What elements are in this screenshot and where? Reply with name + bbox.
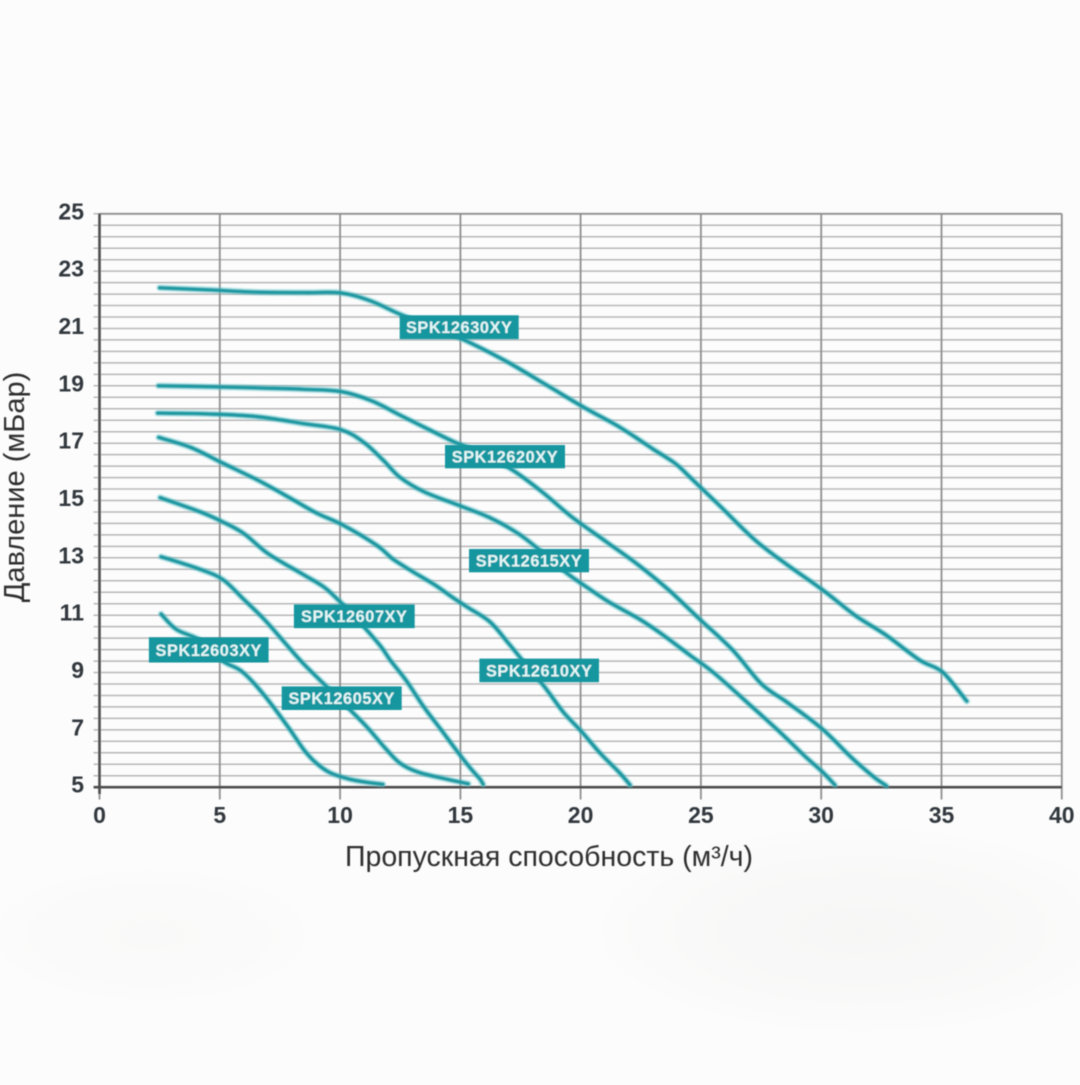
svg-text:SPK12610XY: SPK12610XY (486, 662, 592, 680)
svg-text:9: 9 (71, 657, 84, 683)
svg-text:SPK12620XY: SPK12620XY (452, 449, 558, 467)
svg-text:SPK12615XY: SPK12615XY (476, 553, 582, 571)
svg-text:19: 19 (58, 370, 84, 396)
svg-text:11: 11 (60, 600, 85, 626)
svg-text:10: 10 (327, 802, 353, 828)
svg-text:0: 0 (93, 802, 106, 828)
svg-text:SPK12605XY: SPK12605XY (288, 690, 394, 708)
svg-text:5: 5 (71, 772, 84, 798)
svg-text:30: 30 (808, 802, 834, 828)
svg-text:15: 15 (58, 485, 84, 511)
svg-text:21: 21 (58, 313, 84, 339)
svg-text:SPK12630XY: SPK12630XY (406, 319, 512, 337)
svg-text:25: 25 (688, 802, 714, 828)
svg-text:7: 7 (71, 714, 84, 740)
svg-text:40: 40 (1049, 802, 1075, 828)
svg-text:13: 13 (58, 542, 84, 568)
svg-text:17: 17 (58, 428, 84, 454)
svg-text:5: 5 (213, 802, 226, 828)
svg-text:20: 20 (568, 802, 594, 828)
svg-text:Пропускная способность (м³/ч): Пропускная способность (м³/ч) (345, 841, 753, 873)
svg-text:SPK12607XY: SPK12607XY (301, 608, 407, 626)
svg-text:15: 15 (448, 802, 474, 828)
svg-text:23: 23 (58, 256, 84, 282)
svg-text:Давление (мБар): Давление (мБар) (0, 372, 31, 603)
svg-text:25: 25 (58, 198, 84, 224)
svg-text:SPK12603XY: SPK12603XY (156, 642, 262, 660)
svg-text:35: 35 (929, 802, 955, 828)
